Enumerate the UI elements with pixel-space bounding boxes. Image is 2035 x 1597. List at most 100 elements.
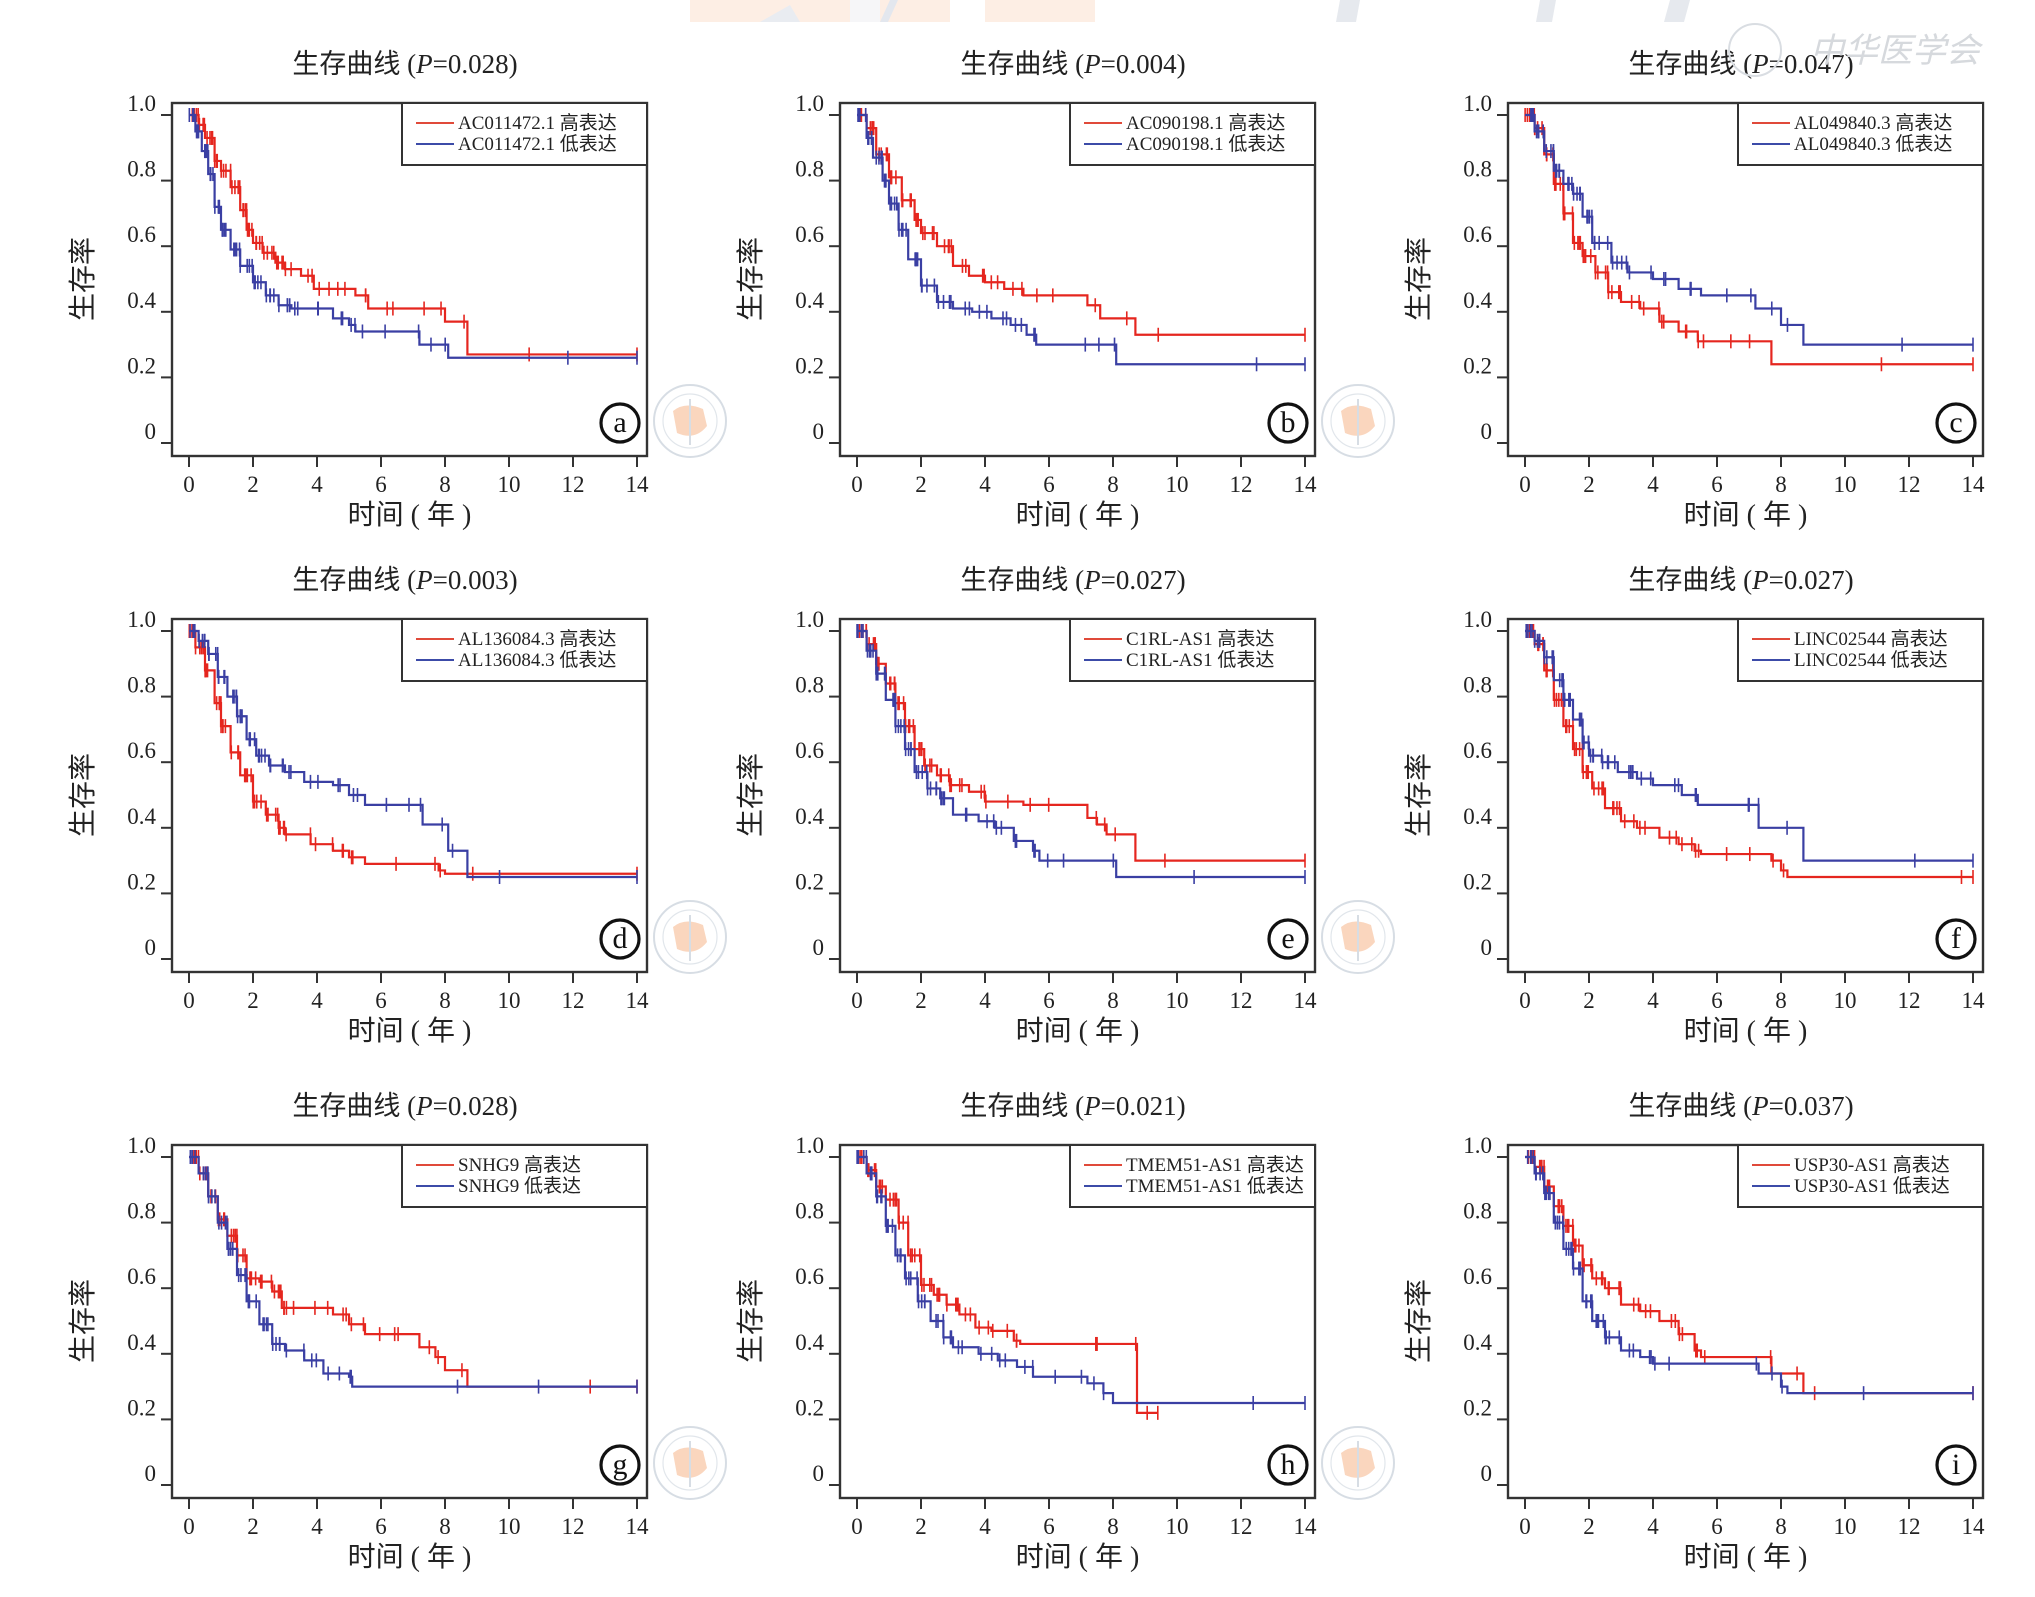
x-tick-label: 10: [1834, 988, 1857, 1013]
y-tick-label: 0.6: [795, 738, 824, 763]
legend-label-low: SNHG9 低表达: [458, 1175, 581, 1197]
x-tick-label: 10: [498, 1514, 521, 1539]
p-value: =0.028): [432, 1091, 518, 1121]
x-tick-label: 6: [1043, 1514, 1055, 1539]
title-text: 生存曲线 (: [960, 565, 1085, 595]
panel-letter-badge: [1935, 402, 1977, 444]
km-plot-svg: 0 0.2 0.4 0.6 0.8 1.0 0 2 4 6 8 10 12 14 时间 ( 年 ) 生存率 LI…: [1403, 607, 1985, 1047]
km-panel-i: 生存曲线 (P=0.037) 0 0.2 0.4 0.6 0.8 1.0 0 2 4 6 8 10 12 1…: [1336, 1082, 1996, 1597]
km-plot-svg: 0 0.2 0.4 0.6 0.8 1.0 0 2 4 6 8 10 12 14 时间 ( 年 ) 生存率 US…: [1403, 1133, 1986, 1573]
panel-letter: b: [1281, 406, 1296, 439]
censor-marks-low: [856, 1150, 1306, 1410]
y-axis-title: 生存率: [1403, 1279, 1435, 1363]
x-tick-label: 6: [375, 1514, 387, 1539]
y-axis-title: 生存率: [735, 753, 767, 837]
x-tick-label: 6: [375, 472, 387, 497]
legend-box: [401, 1144, 648, 1208]
x-tick-label: 10: [1834, 1514, 1857, 1539]
y-tick-label: 0.6: [127, 1264, 156, 1289]
legend-label-high: LINC02544 高表达: [1794, 628, 1948, 650]
panel-letter-badge: [599, 402, 641, 444]
km-panel-a: 生存曲线 (P=0.028) 0 0.2 0.4 0.6 0.8 1.0 0 2 4 6 8 10 12 1…: [0, 40, 727, 555]
x-axis-title: 时间 ( 年 ): [348, 499, 472, 531]
x-tick-label: 0: [851, 472, 863, 497]
panel-letter-badge: [599, 1444, 641, 1486]
watermark-calligraphy: 中华医学会: [1728, 23, 1984, 77]
y-tick-label: 0.4: [1463, 288, 1492, 313]
x-tick-label: 2: [247, 1514, 259, 1539]
y-tick-label: 0: [813, 1461, 825, 1486]
x-tick-label: 12: [562, 472, 585, 497]
p-symbol: P: [1084, 49, 1101, 79]
censor-marks-low: [189, 624, 638, 884]
y-tick-label: 1.0: [795, 91, 824, 116]
panel-letter: c: [1949, 406, 1962, 439]
legend-label-high: AC090198.1 高表达: [1126, 112, 1285, 134]
x-tick-label: 4: [1647, 1514, 1659, 1539]
x-tick-label: 0: [183, 988, 195, 1013]
y-tick-label: 0.8: [795, 673, 824, 698]
x-tick-label: 2: [1583, 988, 1595, 1013]
panel-title: 生存曲线 (P=0.028): [105, 1084, 705, 1123]
y-tick-label: 1.0: [127, 91, 156, 116]
y-tick-label: 0.6: [795, 1264, 824, 1289]
p-symbol: P: [416, 565, 433, 595]
y-tick-label: 0.6: [127, 222, 156, 247]
x-tick-label: 2: [915, 988, 927, 1013]
legend-label-low: TMEM51-AS1 低表达: [1126, 1175, 1304, 1197]
x-tick-label: 14: [626, 988, 650, 1013]
km-plot-svg: 0 0.2 0.4 0.6 0.8 1.0 0 2 4 6 8 10 12 14 时间 ( 年 ) 生存率 AC…: [67, 91, 727, 531]
y-tick-label: 0: [813, 419, 825, 444]
x-tick-label: 10: [498, 472, 521, 497]
panel-title: 生存曲线 (P=0.021): [773, 1084, 1373, 1123]
p-value: =0.047): [1768, 49, 1854, 79]
y-tick-label: 0.8: [127, 157, 156, 182]
y-tick-label: 0.4: [795, 288, 824, 313]
panel-title: 生存曲线 (P=0.027): [1441, 558, 2035, 597]
y-tick-label: 0.2: [1463, 869, 1492, 894]
x-tick-label: 10: [1834, 472, 1857, 497]
legend-label-high: C1RL-AS1 高表达: [1126, 628, 1274, 650]
x-tick-label: 14: [1294, 472, 1318, 497]
y-tick-label: 0.4: [795, 804, 824, 829]
x-tick-label: 8: [1775, 988, 1787, 1013]
legend-label-low: C1RL-AS1 低表达: [1126, 649, 1274, 671]
y-tick-label: 0.2: [1463, 1395, 1492, 1420]
watermark-seal-icon: [1321, 384, 1395, 458]
x-tick-label: 6: [1043, 988, 1055, 1013]
x-tick-label: 14: [1962, 1514, 1986, 1539]
x-tick-label: 4: [979, 988, 991, 1013]
p-symbol: P: [1752, 49, 1769, 79]
y-tick-label: 0.8: [1463, 1199, 1492, 1224]
censor-marks-low: [1526, 1150, 1974, 1401]
legend-box: [1069, 102, 1316, 166]
survival-curve-low: [857, 1155, 1305, 1405]
panel-title: 生存曲线 (P=0.028): [105, 42, 705, 81]
censor-marks-low: [1530, 108, 1974, 352]
x-axis-title: 时间 ( 年 ): [1016, 499, 1140, 531]
x-tick-label: 12: [1898, 1514, 1921, 1539]
p-value: =0.027): [1100, 565, 1186, 595]
y-tick-label: 1.0: [127, 607, 156, 632]
km-panel-d: 生存曲线 (P=0.003) 0 0.2 0.4 0.6 0.8 1.0 0 2 4 6 8 10 12 1…: [0, 556, 727, 1071]
y-tick-label: 0: [1481, 1461, 1493, 1486]
x-tick-label: 8: [439, 472, 451, 497]
panel-letter-badge: [1267, 1444, 1309, 1486]
legend-box: [1737, 1144, 1984, 1208]
legend-box: [1737, 102, 1984, 166]
panel-letter: a: [613, 406, 626, 439]
x-tick-label: 10: [1166, 988, 1189, 1013]
x-tick-label: 2: [915, 1514, 927, 1539]
y-tick-label: 1.0: [1463, 607, 1492, 632]
panel-letter-badge: [599, 918, 641, 960]
x-tick-label: 0: [851, 1514, 863, 1539]
title-text: 生存曲线 (: [960, 1091, 1085, 1121]
survival-curve-high: [857, 113, 1305, 336]
x-tick-label: 12: [562, 1514, 585, 1539]
p-symbol: P: [1752, 1091, 1769, 1121]
y-axis-title: 生存率: [735, 237, 767, 321]
x-axis-title: 时间 ( 年 ): [1684, 499, 1808, 531]
